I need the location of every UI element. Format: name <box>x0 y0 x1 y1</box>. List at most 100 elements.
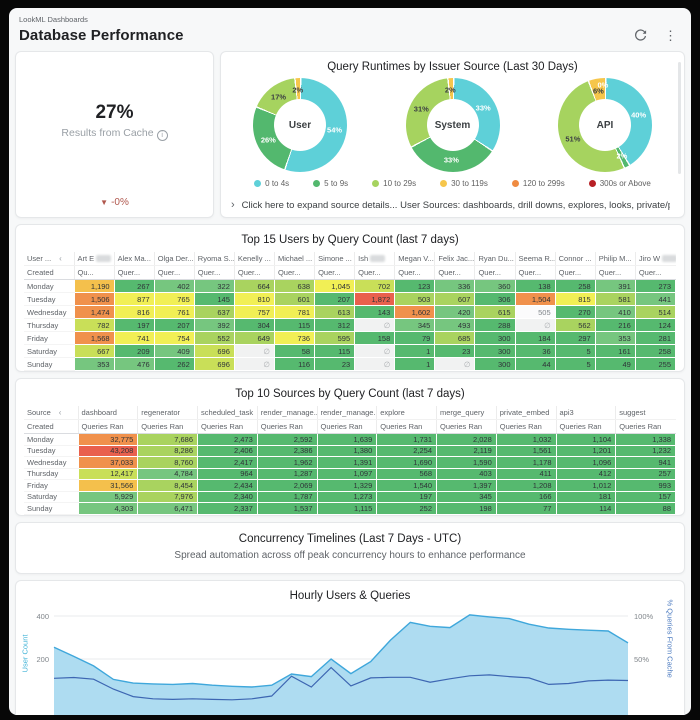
heatmap-cell[interactable]: 1,097 <box>316 467 378 480</box>
info-icon[interactable]: i <box>156 130 168 141</box>
heatmap-cell[interactable]: 336 <box>434 279 476 293</box>
heatmap-cell[interactable]: 993 <box>615 479 676 492</box>
heatmap-cell[interactable]: ∅ <box>354 357 396 371</box>
heatmap-cell[interactable]: 1,045 <box>314 279 356 293</box>
heatmap-cell[interactable]: 667 <box>73 344 115 358</box>
heatmap-cell[interactable]: 754 <box>153 331 195 345</box>
heatmap-cell[interactable]: 2,028 <box>436 433 497 446</box>
heatmap-cell[interactable]: 402 <box>153 279 195 293</box>
heatmap-cell[interactable]: 601 <box>273 292 316 306</box>
heatmap-cell[interactable]: 2,417 <box>197 456 258 469</box>
heatmap-cell[interactable]: 300 <box>474 357 516 371</box>
heatmap-cell[interactable]: 300 <box>474 344 516 358</box>
heatmap-cell[interactable]: 6,471 <box>137 502 198 515</box>
heatmap-cell[interactable]: 613 <box>314 305 356 319</box>
column-header[interactable]: render_manage... <box>316 406 377 420</box>
heatmap-cell[interactable]: 1,561 <box>495 444 557 457</box>
heatmap-cell[interactable]: 1,190 <box>73 279 115 293</box>
heatmap-cell[interactable]: 209 <box>113 344 155 358</box>
heatmap-cell[interactable]: 257 <box>615 467 676 480</box>
column-header[interactable]: merge_query <box>436 406 497 420</box>
donut-api[interactable]: 40% 2% 51% 6% 0% API <box>558 78 652 172</box>
heatmap-cell[interactable]: 1,338 <box>615 433 676 446</box>
heatmap-cell[interactable]: 207 <box>314 292 356 306</box>
heatmap-cell[interactable]: 258 <box>634 344 677 358</box>
heatmap-cell[interactable]: 514 <box>634 305 677 319</box>
heatmap-cell[interactable]: ∅ <box>233 344 275 358</box>
heatmap-cell[interactable]: 158 <box>354 331 396 345</box>
heatmap-cell[interactable]: 757 <box>233 305 275 319</box>
heatmap-cell[interactable]: 123 <box>394 279 436 293</box>
column-header[interactable]: regenerator <box>137 406 198 420</box>
heatmap-cell[interactable]: 23 <box>434 344 476 358</box>
heatmap-cell[interactable]: 649 <box>233 331 275 345</box>
expand-source-details[interactable]: › Click here to expand source details... … <box>231 199 670 211</box>
corner-header[interactable]: Source ‹ <box>24 406 78 420</box>
column-header[interactable]: Simone ... <box>314 252 355 266</box>
column-header[interactable]: scheduled_task <box>197 406 258 420</box>
heatmap-cell[interactable]: 197 <box>113 318 155 332</box>
heatmap-cell[interactable]: 255 <box>634 357 677 371</box>
heatmap-cell[interactable]: 1,537 <box>256 502 318 515</box>
heatmap-cell[interactable]: 300 <box>474 331 516 345</box>
heatmap-cell[interactable]: 877 <box>113 292 155 306</box>
heatmap-cell[interactable]: 114 <box>555 502 617 515</box>
heatmap-cell[interactable]: 664 <box>233 279 275 293</box>
column-header[interactable]: Alex Ma... <box>113 252 155 266</box>
heatmap-cell[interactable]: 2,337 <box>197 502 258 515</box>
heatmap-cell[interactable]: 410 <box>594 305 636 319</box>
column-header[interactable]: Ish <box>354 252 395 266</box>
heatmap-cell[interactable]: 273 <box>634 279 677 293</box>
heatmap-cell[interactable]: 1,287 <box>256 467 318 480</box>
heatmap-cell[interactable]: 258 <box>554 279 596 293</box>
corner-header[interactable]: User ... ‹ <box>24 252 74 266</box>
heatmap-cell[interactable]: 736 <box>273 331 316 345</box>
heatmap-cell[interactable]: 1,540 <box>376 479 437 492</box>
heatmap-cell[interactable]: 8,454 <box>137 479 198 492</box>
heatmap-cell[interactable]: 37,033 <box>77 456 139 469</box>
heatmap-cell[interactable]: 1,506 <box>73 292 115 306</box>
heatmap-cell[interactable]: 4,303 <box>77 502 139 515</box>
heatmap-cell[interactable]: 262 <box>153 357 195 371</box>
heatmap-cell[interactable]: ∅ <box>514 318 556 332</box>
heatmap-cell[interactable]: 124 <box>634 318 677 332</box>
heatmap-cell[interactable]: 2,254 <box>376 444 437 457</box>
heatmap-cell[interactable]: 1,208 <box>495 479 557 492</box>
heatmap-cell[interactable]: 505 <box>514 305 556 319</box>
heatmap-cell[interactable]: 12,417 <box>77 467 139 480</box>
column-header[interactable]: Ryan Du... <box>474 252 516 266</box>
heatmap-cell[interactable]: 595 <box>314 331 356 345</box>
heatmap-cell[interactable]: 420 <box>434 305 476 319</box>
heatmap-cell[interactable]: 198 <box>436 502 497 515</box>
heatmap-cell[interactable]: ∅ <box>354 344 396 358</box>
heatmap-cell[interactable]: 360 <box>474 279 516 293</box>
heatmap-cell[interactable]: ∅ <box>354 318 396 332</box>
heatmap-cell[interactable]: 2,119 <box>436 444 497 457</box>
heatmap-cell[interactable]: 638 <box>273 279 316 293</box>
legend-item[interactable]: 10 to 29s <box>372 179 416 188</box>
heatmap-cell[interactable]: 696 <box>193 344 235 358</box>
column-header[interactable]: dashboard <box>77 406 138 420</box>
heatmap-cell[interactable]: 1,391 <box>316 456 378 469</box>
heatmap-cell[interactable]: 637 <box>193 305 235 319</box>
heatmap-cell[interactable]: 345 <box>394 318 436 332</box>
heatmap-cell[interactable]: 441 <box>634 292 677 306</box>
heatmap-cell[interactable]: 1,872 <box>354 292 396 306</box>
heatmap-cell[interactable]: 270 <box>554 305 596 319</box>
heatmap-cell[interactable]: 4,784 <box>137 467 198 480</box>
heatmap-cell[interactable]: 781 <box>273 305 316 319</box>
column-header[interactable]: Olga Der... <box>153 252 195 266</box>
hourly-users-queries-chart[interactable]: 400 200 100% 50% <box>16 607 684 716</box>
heatmap-cell[interactable]: 1,639 <box>316 433 378 446</box>
column-header[interactable]: Megan V... <box>394 252 435 266</box>
legend-item[interactable]: 30 to 119s <box>440 179 488 188</box>
heatmap-cell[interactable]: 31,566 <box>77 479 139 492</box>
heatmap-cell[interactable]: 1,201 <box>555 444 617 457</box>
heatmap-cell[interactable]: 941 <box>615 456 676 469</box>
heatmap-cell[interactable]: 2,592 <box>256 433 318 446</box>
heatmap-cell[interactable]: 197 <box>376 490 437 503</box>
heatmap-cell[interactable]: 2,340 <box>197 490 258 503</box>
heatmap-cell[interactable]: 288 <box>474 318 516 332</box>
heatmap-cell[interactable]: 43,208 <box>77 444 139 457</box>
column-header[interactable]: Seema R... <box>514 252 556 266</box>
